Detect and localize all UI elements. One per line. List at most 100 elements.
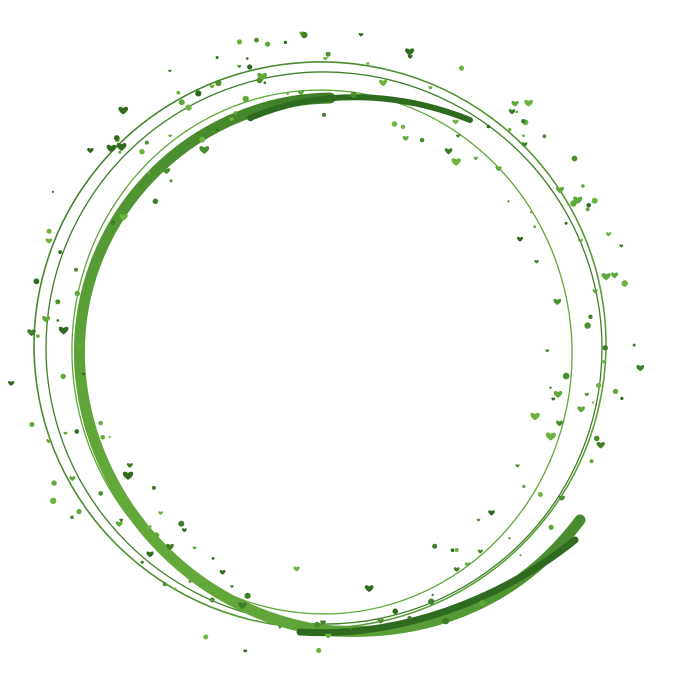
- heart-dot: [366, 62, 370, 66]
- round-dot: [46, 228, 52, 234]
- heart-dot: [464, 562, 471, 567]
- heart-dot: [119, 518, 124, 522]
- heart-dot: [42, 316, 51, 323]
- heart-dot: [119, 213, 128, 221]
- heart-dot: [636, 365, 645, 372]
- heart-dot: [511, 100, 519, 107]
- round-dot: [216, 128, 219, 131]
- heart-dot: [488, 510, 495, 516]
- round-dot: [50, 497, 57, 504]
- heart-dot: [285, 92, 290, 96]
- round-dot: [519, 554, 522, 557]
- heart-dot: [46, 439, 52, 444]
- heart-dot: [116, 143, 127, 151]
- round-dot: [507, 200, 510, 203]
- round-dot: [56, 319, 60, 322]
- heart-dot: [27, 329, 36, 337]
- round-dot: [176, 90, 181, 95]
- heart-dot: [605, 232, 612, 237]
- round-dot: [100, 435, 105, 440]
- round-dot: [316, 647, 322, 654]
- round-dot: [185, 104, 192, 111]
- heart-dot: [58, 326, 69, 335]
- round-dot: [479, 600, 485, 606]
- round-dot: [178, 520, 185, 527]
- round-dot: [98, 491, 103, 496]
- heart-dot: [555, 420, 564, 427]
- heart-dot: [243, 649, 248, 653]
- round-dot: [209, 597, 215, 603]
- round-dot: [542, 134, 547, 139]
- heart-dot: [158, 511, 163, 516]
- heart-dot: [524, 99, 533, 107]
- round-dot: [199, 136, 206, 143]
- heart-dot: [358, 32, 364, 37]
- heart-dot: [444, 148, 453, 155]
- round-dot: [70, 515, 74, 519]
- round-dot: [581, 184, 585, 188]
- heart-dot: [63, 431, 68, 435]
- heart-dot: [81, 372, 86, 376]
- round-dot: [139, 149, 145, 155]
- inner-thin-ring: [71, 89, 573, 615]
- heart-dot: [577, 406, 585, 413]
- round-dot: [244, 592, 251, 599]
- round-dot: [591, 401, 595, 404]
- round-dot: [570, 200, 577, 207]
- heart-dot: [106, 144, 117, 153]
- round-dot: [74, 267, 78, 272]
- scattered-hearts-dots: [8, 31, 645, 654]
- round-dot: [74, 290, 81, 297]
- round-dot: [486, 124, 491, 129]
- round-dot: [118, 150, 122, 154]
- heart-dot: [610, 272, 619, 279]
- heart-dot: [45, 238, 53, 244]
- heart-dot: [495, 166, 502, 172]
- heart-dot: [601, 359, 607, 364]
- heart-dot: [592, 289, 598, 294]
- heart-dot: [209, 84, 215, 89]
- heart-dot: [69, 476, 76, 482]
- round-dot: [586, 203, 591, 208]
- heart-dot: [257, 72, 267, 81]
- heart-dot: [452, 119, 459, 125]
- round-dot: [140, 560, 144, 564]
- heart-dot: [320, 620, 326, 625]
- round-dot: [564, 221, 568, 225]
- round-dot: [533, 225, 537, 229]
- round-dot: [74, 429, 80, 434]
- heart-dot: [219, 570, 226, 575]
- round-dot: [215, 79, 222, 87]
- round-dot: [215, 56, 219, 59]
- heart-dot: [601, 273, 611, 281]
- round-dot: [620, 396, 624, 400]
- round-dot: [529, 211, 533, 214]
- heart-dot: [181, 528, 187, 533]
- round-dot: [391, 121, 398, 127]
- round-dot: [247, 64, 253, 70]
- round-dot: [51, 480, 57, 486]
- heart-dot: [515, 464, 520, 468]
- round-dot: [571, 155, 578, 162]
- round-dot: [188, 579, 192, 584]
- round-dot: [147, 171, 151, 175]
- thick-brush-ring-bottom: [296, 536, 579, 637]
- outer-thin-ring: [33, 61, 607, 629]
- heart-dot: [75, 342, 85, 350]
- heart-dot: [138, 184, 144, 189]
- round-dot: [283, 40, 288, 45]
- round-dot: [322, 112, 326, 117]
- round-dot: [549, 386, 552, 389]
- heart-dot: [230, 585, 234, 588]
- round-dot: [152, 198, 159, 205]
- round-dot: [602, 345, 608, 351]
- round-dot: [521, 119, 526, 124]
- round-dot: [76, 508, 82, 515]
- round-dot: [350, 91, 357, 98]
- round-dot: [169, 179, 173, 183]
- heart-dot: [517, 236, 524, 242]
- heart-dot: [558, 495, 565, 501]
- heart-dot: [192, 546, 197, 550]
